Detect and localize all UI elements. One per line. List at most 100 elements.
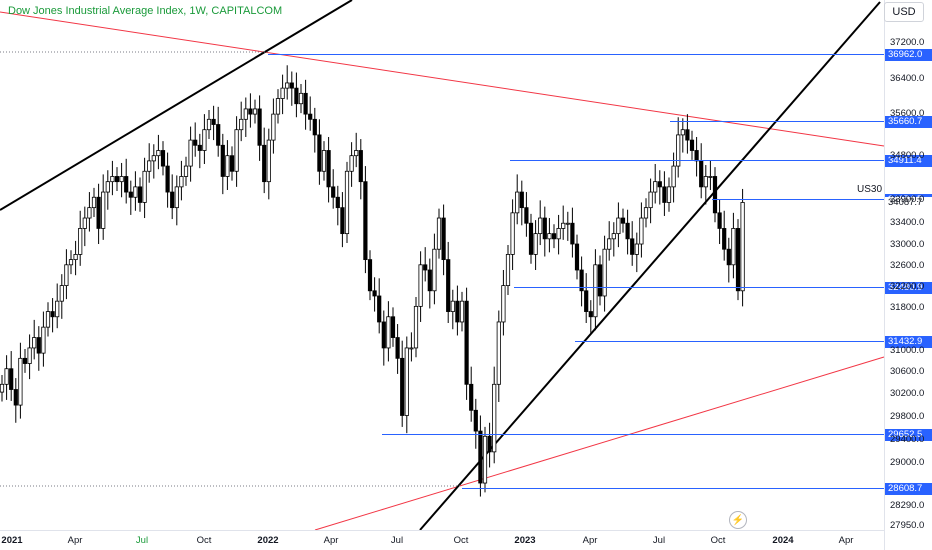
candle-up <box>252 108 258 115</box>
candle <box>197 133 202 169</box>
candle-up <box>648 191 653 209</box>
time-tick-label: Oct <box>196 535 212 546</box>
candle-up <box>731 228 736 266</box>
candle <box>413 297 419 358</box>
candle-down <box>528 222 534 255</box>
candle-up <box>505 254 511 286</box>
candle <box>418 251 423 322</box>
time-tick-label: Apr <box>582 535 598 546</box>
candle-down <box>165 165 170 193</box>
price-tick-label: 33400.0 <box>890 217 925 228</box>
time-tick-label: Jul <box>135 535 149 546</box>
candle-down <box>597 264 603 297</box>
time-tick-label: Oct <box>453 535 469 546</box>
candle <box>616 202 621 248</box>
candle <box>133 171 138 211</box>
candle <box>137 177 143 212</box>
candle <box>584 273 589 323</box>
candle <box>400 340 405 427</box>
candle-down <box>717 212 722 229</box>
candle-up <box>409 347 414 350</box>
candle-up <box>703 176 708 188</box>
candle-down <box>114 176 120 183</box>
candle-down <box>427 269 432 292</box>
candle-up <box>501 285 506 323</box>
candle <box>588 300 593 335</box>
price-tick-label: 35600.0 <box>890 108 925 119</box>
candle-down <box>584 290 589 312</box>
currency-button[interactable]: USD <box>884 2 924 22</box>
candle-up <box>676 134 681 167</box>
candle-up <box>643 207 649 219</box>
candle <box>64 249 69 300</box>
candle-up <box>436 217 442 250</box>
candle-down <box>257 108 262 146</box>
candle <box>450 289 455 330</box>
candle <box>726 237 731 283</box>
candle-up <box>59 285 64 302</box>
candle-up <box>418 264 423 307</box>
candle-down <box>423 264 428 271</box>
price-tick-label: 33000.0 <box>890 239 925 250</box>
drawing-lines <box>0 0 885 531</box>
price-tick-label: 32600.0 <box>890 260 925 271</box>
time-tick-label: Jul <box>652 535 666 546</box>
candle <box>4 355 9 400</box>
candle-down <box>689 139 695 151</box>
candle-down <box>588 311 593 318</box>
candle-down <box>363 181 368 261</box>
candle <box>363 166 368 274</box>
candle <box>32 319 37 360</box>
candle <box>404 336 409 434</box>
candle-down <box>358 150 363 183</box>
candle-down <box>317 134 322 172</box>
candle <box>50 298 55 333</box>
candle <box>82 206 87 247</box>
candle-down <box>211 118 216 125</box>
candle <box>579 256 584 307</box>
candle <box>225 140 230 190</box>
candle <box>312 107 317 153</box>
candle-down <box>377 295 382 323</box>
candle <box>193 122 198 157</box>
candle <box>703 165 708 205</box>
candle-down <box>579 269 584 292</box>
candle-down <box>137 186 143 203</box>
candle <box>206 109 212 140</box>
candle-down <box>331 186 336 198</box>
candle <box>487 422 492 468</box>
rising-support-line <box>419 1 881 531</box>
candle <box>395 324 400 374</box>
candle-down <box>570 222 575 245</box>
price-tick-label: 37200.0 <box>890 37 925 48</box>
chart-title: Dow Jones Industrial Average Index, 1W, … <box>8 5 283 17</box>
candle-down <box>400 357 405 416</box>
candle <box>331 169 336 209</box>
candle-down <box>367 259 373 292</box>
candle <box>469 366 474 422</box>
support-trendline-red <box>314 356 885 531</box>
candle-down <box>160 150 166 167</box>
price-axis <box>0 0 885 550</box>
candle <box>381 310 386 366</box>
candle <box>340 192 345 248</box>
candle-up <box>547 233 552 240</box>
candle-up <box>183 165 189 177</box>
flash-icon[interactable]: ⚡ <box>729 511 747 529</box>
candle <box>36 326 41 371</box>
price-tick-label: 28290.0 <box>890 500 925 511</box>
candle <box>409 332 414 362</box>
candle-down <box>294 87 299 105</box>
symbol-label: US30 <box>857 184 883 195</box>
candle <box>78 210 83 266</box>
candle <box>423 247 428 282</box>
candle <box>455 285 460 336</box>
horizontal-levels <box>268 54 884 489</box>
candle-down <box>446 259 451 312</box>
candle <box>648 178 653 224</box>
candle <box>735 219 741 301</box>
candle-down <box>170 191 175 209</box>
candle-up <box>234 129 239 172</box>
time-tick-label: Jul <box>390 535 404 546</box>
